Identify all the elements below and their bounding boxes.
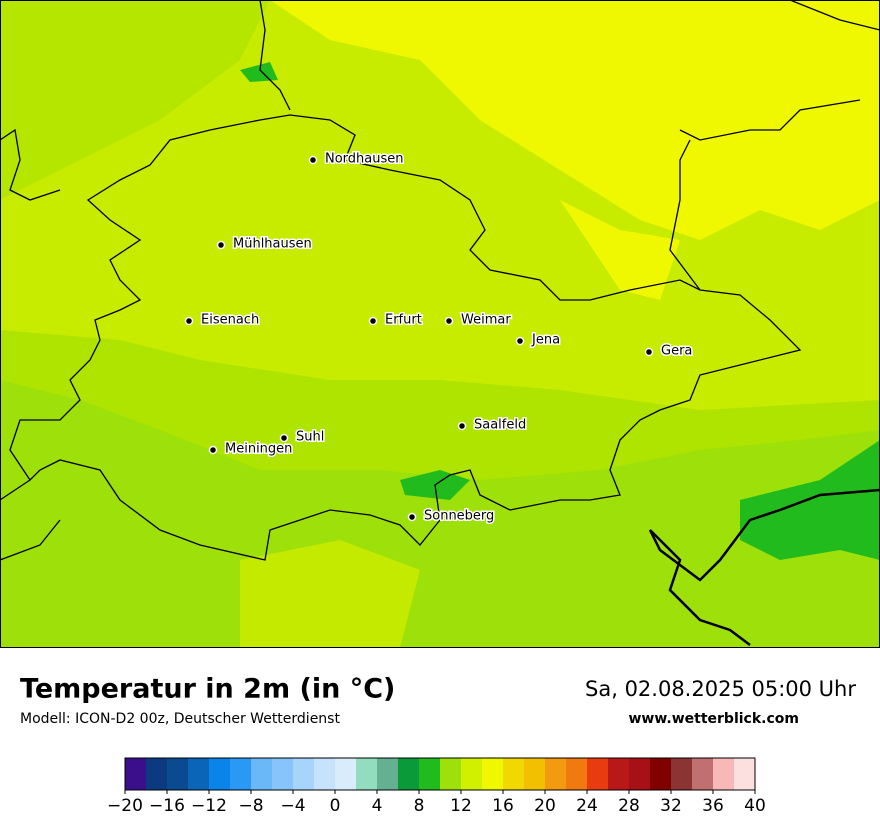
colorbar-segment: [209, 758, 231, 790]
colorbar-segment: [671, 758, 693, 790]
colorbar-segment: [377, 758, 399, 790]
colorbar-tick-label: 24: [576, 796, 598, 816]
city-label: Suhl: [296, 430, 324, 445]
colorbar-segment: [503, 758, 525, 790]
national-border: [648, 488, 880, 646]
city-label: Erfurt: [385, 313, 422, 328]
cities: Nordhausen Mühlhausen Eisenach Erfurt Weimar…: [184, 150, 694, 525]
colorbar-tick-label: −12: [191, 796, 227, 816]
city-dot: [368, 316, 378, 326]
colorbar-segment: [356, 758, 378, 790]
colorbar-segment: [167, 758, 189, 790]
colorbar-segment: [293, 758, 315, 790]
city-dot: [444, 316, 454, 326]
colorbar-segment: [398, 758, 420, 790]
colorbar-segment: [566, 758, 588, 790]
colorbar-tick-label: 12: [450, 796, 472, 816]
border: [259, 0, 291, 111]
warm-area: [240, 540, 420, 648]
colorbar-tick-label: 40: [744, 796, 766, 816]
title: Temperatur in 2m (in °C): [20, 674, 395, 705]
colorbar-segment: [272, 758, 294, 790]
city-label: Mühlhausen: [233, 237, 312, 252]
colorbar-tick-label: 8: [414, 796, 425, 816]
cold-area: [240, 62, 278, 82]
city-dot: [308, 155, 318, 165]
colorbar-segment: [629, 758, 651, 790]
colorbar-segment: [419, 758, 441, 790]
city-dot: [457, 421, 467, 431]
colorbar-segment: [587, 758, 609, 790]
warm-area: [560, 200, 680, 300]
city-dot: [184, 316, 194, 326]
colorbar-segment: [524, 758, 546, 790]
city-dot: [515, 336, 525, 346]
datetime: Sa, 02.08.2025 05:00 Uhr: [585, 677, 856, 701]
city-dot: [216, 240, 226, 250]
colorbar-tick-label: 36: [702, 796, 724, 816]
colorbar-segment: [314, 758, 336, 790]
city-dot: [407, 512, 417, 522]
colorbar-segment: [230, 758, 252, 790]
border: [789, 0, 880, 31]
city-dot: [644, 347, 654, 357]
colorbar-segment: [251, 758, 273, 790]
city-label: Sonneberg: [424, 509, 494, 524]
colorbar-segment: [461, 758, 483, 790]
colorbar-frame: [124, 757, 756, 791]
city-label: Weimar: [461, 313, 511, 328]
colorbar-segment: [146, 758, 168, 790]
colorbar-tick-label: 16: [492, 796, 514, 816]
colorbar-tick-label: 28: [618, 796, 640, 816]
subtitle: Modell: ICON-D2 00z, Deutscher Wetterdie…: [20, 711, 340, 727]
colorbar: −20 −16 −12 −8 −4 0 4 8 12 16 20 24 28 32 36 40: [107, 757, 766, 816]
city-label: Saalfeld: [474, 418, 526, 433]
website: www.wetterblick.com: [629, 711, 800, 727]
state-border: [9, 114, 802, 561]
border: [669, 99, 861, 291]
colorbar-segment: [482, 758, 504, 790]
city-label: Gera: [661, 344, 692, 359]
city-label: Eisenach: [201, 313, 259, 328]
colorbar-tick-label: 4: [372, 796, 383, 816]
map: Nordhausen Mühlhausen Eisenach Erfurt Weimar…: [0, 0, 880, 648]
colorbar-segment: [713, 758, 735, 790]
city-label: Meiningen: [225, 442, 292, 457]
colorbar-segment: [608, 758, 630, 790]
colorbar-tick-label: 32: [660, 796, 682, 816]
cool-area: [0, 0, 270, 200]
cool-area: [0, 380, 880, 648]
colorbar-tick-label: −4: [280, 796, 305, 816]
colorbar-tick-label: 20: [534, 796, 556, 816]
colorbar-segment: [545, 758, 567, 790]
warm-area: [270, 0, 880, 240]
colorbar-tick-label: −8: [238, 796, 263, 816]
colorbar-segment: [188, 758, 210, 790]
city-dot: [208, 445, 218, 455]
border: [0, 479, 61, 561]
colorbar-segment: [734, 758, 756, 790]
border: [0, 128, 61, 201]
colorbar-segment: [440, 758, 462, 790]
colorbar-tick-label: −16: [149, 796, 185, 816]
city-label: Nordhausen: [325, 152, 404, 167]
colorbar-segment: [125, 758, 147, 790]
city-label: Jena: [531, 333, 560, 348]
colorbar-segment: [650, 758, 672, 790]
colorbar-segment: [692, 758, 714, 790]
colorbar-segment: [335, 758, 357, 790]
colorbar-tick-label: −20: [107, 796, 143, 816]
colorbar-tick-label: 0: [330, 796, 341, 816]
city-dot: [279, 433, 289, 443]
